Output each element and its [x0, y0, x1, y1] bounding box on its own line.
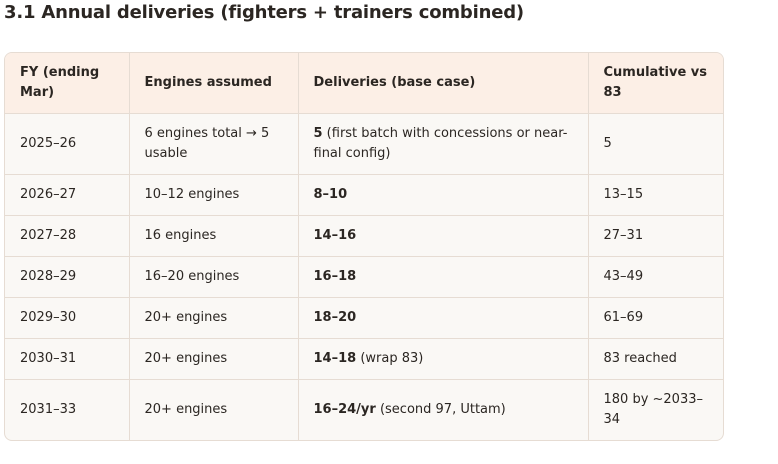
bold-value: 16–18	[313, 269, 357, 284]
note: (wrap 83)	[356, 351, 424, 366]
table-cell: 16–18	[298, 256, 589, 298]
table-cell: 20+ engines	[129, 338, 299, 380]
table-cell: 5 (first batch with concessions or near-…	[298, 113, 589, 175]
table-cell: 27–31	[588, 215, 723, 257]
table-row: 2025–26 6 engines total → 5 usable 5 (firs…	[5, 113, 723, 175]
header-cell: FY (ending Mar)	[5, 53, 130, 114]
heading: 3.1 Annual deliveries (fighters + traine…	[4, 2, 524, 23]
header-cell: Engines assumed	[129, 53, 299, 114]
table-frame: FY (ending Mar) Engines assumed Deliveries…	[4, 52, 724, 441]
table-cell: 14–16	[298, 215, 589, 257]
table-row: 2031–33 20+ engines 16–24/yr (second 97, U…	[5, 379, 723, 440]
note: (first batch with concessions or near-fi…	[313, 126, 568, 161]
bold-value: 14–18	[313, 351, 357, 366]
table-cell: 16–20 engines	[129, 256, 299, 298]
table-cell: 2030–31	[5, 338, 130, 380]
header-cell: Cumulative vs 83	[588, 53, 723, 114]
table-cell: 2027–28	[5, 215, 130, 257]
table-body: 2025–26 6 engines total → 5 usable 5 (firs…	[5, 113, 723, 440]
table-cell: 2031–33	[5, 379, 130, 440]
table-cell: 6 engines total → 5 usable	[129, 113, 299, 175]
table-cell: 20+ engines	[129, 379, 299, 440]
table-cell: 13–15	[588, 174, 723, 216]
table-cell: 2028–29	[5, 256, 130, 298]
table-row: 2029–30 20+ engines 18–20 61–69	[5, 297, 723, 339]
table-cell: 61–69	[588, 297, 723, 339]
bold-value: 18–20	[313, 310, 357, 325]
table-cell: 43–49	[588, 256, 723, 298]
table-cell: 5	[588, 113, 723, 175]
deliveries-table: FY (ending Mar) Engines assumed Deliveries…	[5, 53, 723, 440]
table-row: 2027–28 16 engines 14–16 27–31	[5, 215, 723, 257]
note: (second 97, Uttam)	[375, 401, 506, 417]
table-cell: 18–20	[298, 297, 589, 339]
bold-value: 14–16	[313, 228, 357, 243]
table-cell: 16 engines	[129, 215, 299, 257]
table-cell: 16–24/yr (second 97, Uttam)	[298, 379, 589, 440]
table-cell: 20+ engines	[129, 297, 299, 339]
table-cell: 10–12 engines	[129, 174, 299, 216]
table-row: 2028–29 16–20 engines 16–18 43–49	[5, 256, 723, 298]
bold-value: 5	[313, 126, 323, 141]
table-cell: 83 reached	[588, 338, 723, 380]
table-row: 2026–27 10–12 engines 8–10 13–15	[5, 174, 723, 216]
header-cell: Deliveries (base case)	[298, 53, 589, 114]
header-row: FY (ending Mar) Engines assumed Deliveries…	[5, 53, 723, 114]
table-cell: 8–10	[298, 174, 589, 216]
table-cell: 2026–27	[5, 174, 130, 216]
table-row: 2030–31 20+ engines 14–18 (wrap 83) 83 reac…	[5, 338, 723, 380]
bold-value: 16–24/yr	[313, 401, 376, 417]
bold-value: 8–10	[313, 187, 348, 202]
table-cell: 14–18 (wrap 83)	[298, 338, 589, 380]
table-cell: 2029–30	[5, 297, 130, 339]
table-cell: 180 by ~2033–34	[603, 391, 704, 427]
table-cell: 2025–26	[5, 113, 130, 175]
